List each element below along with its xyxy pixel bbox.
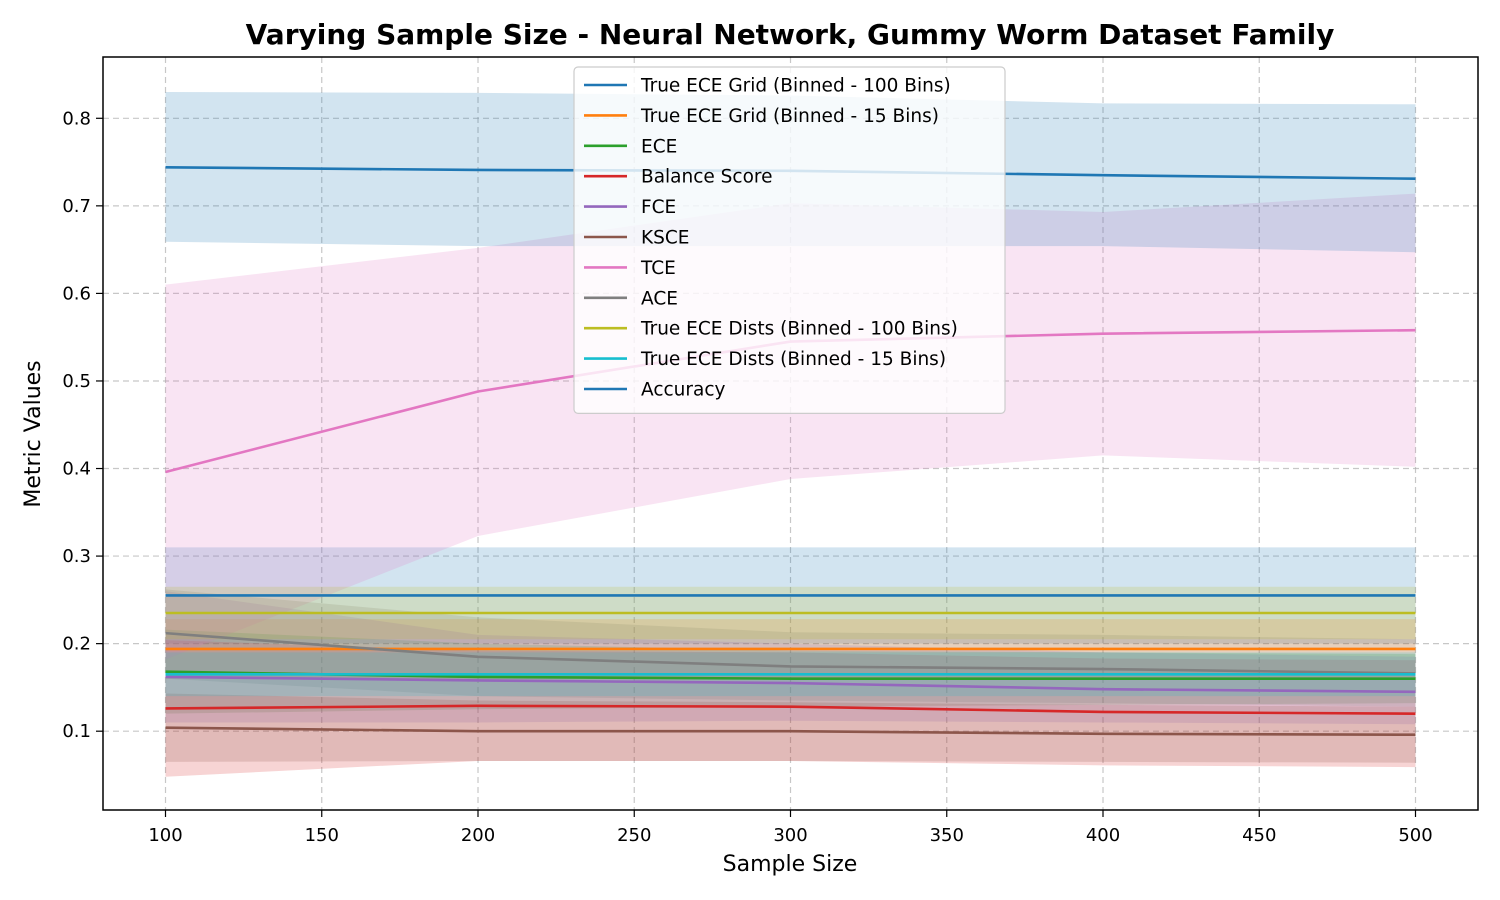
x-axis-ticks: 100 150 200 250 300 350 400 450 500 [148, 810, 1433, 846]
band-series-4 [165, 591, 1416, 725]
legend-label: True ECE Dists (Binned - 15 Bins) [640, 349, 946, 370]
y-axis-ticks: 0.1 0.2 0.3 0.4 0.5 0.6 0.7 0.8 [62, 108, 103, 742]
y-tick-label: 0.3 [62, 546, 91, 567]
y-tick-label: 0.4 [62, 459, 91, 480]
legend-label: Accuracy [641, 380, 726, 401]
band-series-2 [165, 629, 1416, 714]
legend-label: ECE [641, 136, 677, 157]
legend-label: FCE [641, 197, 676, 218]
legend: True ECE Grid (Binned - 100 Bins) True EC… [573, 66, 1006, 414]
line-series-4 [165, 675, 1416, 694]
band-series-6 [165, 193, 1416, 660]
y-tick-label: 0.1 [62, 721, 91, 742]
line-series-5 [165, 726, 1416, 737]
legend-label: KSCE [641, 228, 689, 249]
y-tick-label: 0.7 [62, 196, 91, 217]
y-tick-label: 0.8 [62, 108, 91, 129]
x-tick-label: 150 [305, 825, 339, 846]
line-series-7 [165, 631, 1416, 675]
y-tick-label: 0.2 [62, 634, 91, 655]
x-tick-label: 500 [1398, 825, 1432, 846]
legend-label: True ECE Dists (Binned - 100 Bins) [640, 319, 958, 340]
y-axis-label: Metric Values [21, 360, 46, 507]
legend-label: Balance Score [641, 167, 772, 188]
chart-title: Varying Sample Size - Neural Network, Gu… [246, 18, 1335, 51]
legend-box [573, 66, 1006, 414]
legend-label: TCE [640, 258, 676, 279]
x-axis-label: Sample Size [723, 852, 858, 877]
y-tick-label: 0.6 [62, 283, 91, 304]
line-series-3 [165, 704, 1416, 715]
y-tick-label: 0.5 [62, 371, 91, 392]
legend-label: ACE [641, 288, 678, 309]
x-tick-label: 200 [461, 825, 495, 846]
legend-label: True ECE Grid (Binned - 100 Bins) [640, 76, 951, 97]
x-tick-label: 300 [773, 825, 807, 846]
x-tick-label: 350 [930, 825, 964, 846]
x-tick-label: 250 [617, 825, 651, 846]
series-lines [165, 166, 1416, 737]
x-tick-label: 100 [148, 825, 182, 846]
x-tick-label: 450 [1242, 825, 1276, 846]
x-tick-label: 400 [1086, 825, 1120, 846]
legend-label: True ECE Grid (Binned - 15 Bins) [640, 106, 939, 127]
